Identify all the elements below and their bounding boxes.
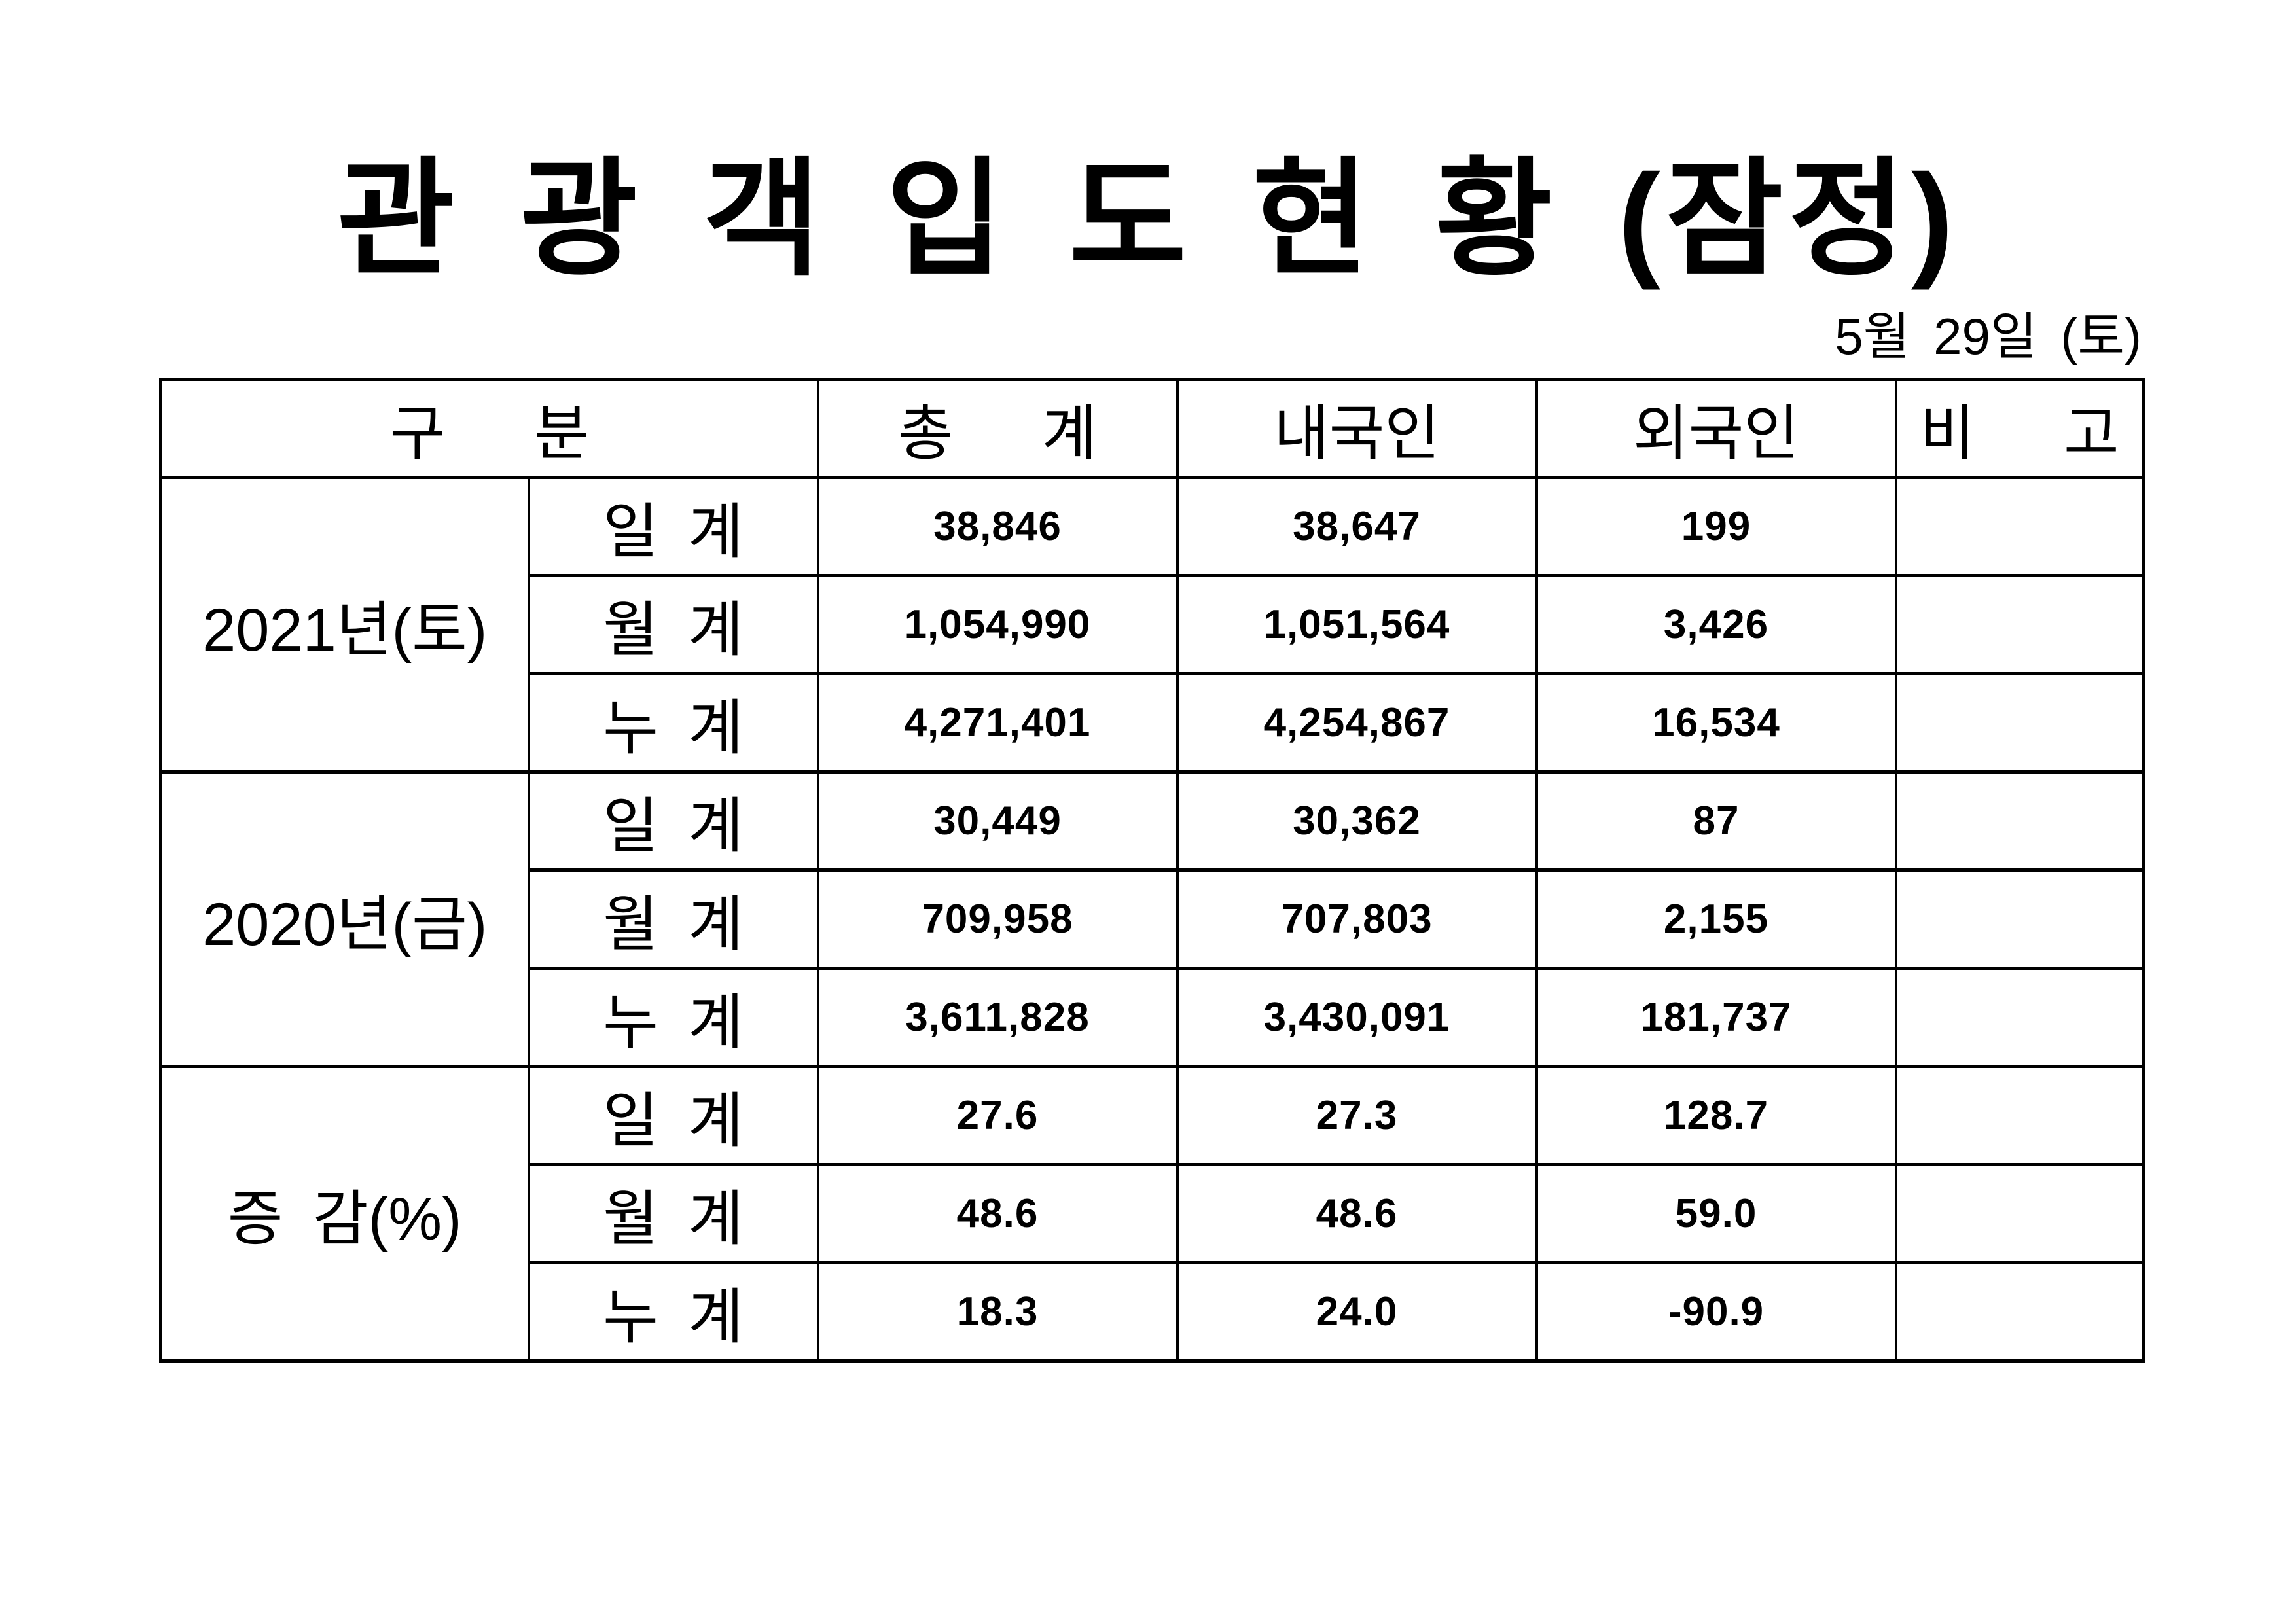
cell-domestic: 1,051,564 [1175, 574, 1538, 675]
table-row: 2020년(금) 일 계 30,449 30,362 87 [159, 770, 2145, 1068]
cell-total: 48.6 [816, 1163, 1179, 1264]
cell-domestic: 48.6 [1175, 1163, 1538, 1264]
cell-note [1894, 1261, 2145, 1363]
table-row: 증 감(%) 일 계 27.6 27.3 128.7 [159, 1065, 2145, 1363]
cell-domestic: 3,430,091 [1175, 967, 1538, 1068]
cell-note [1894, 1065, 2145, 1166]
row-label-daily: 일 계 [527, 476, 819, 577]
header-domestic: 내국인 [1175, 378, 1538, 479]
cell-total: 4,271,401 [816, 672, 1179, 774]
cell-total: 1,054,990 [816, 574, 1179, 675]
cell-total: 18.3 [816, 1261, 1179, 1363]
row-label-daily: 일 계 [527, 770, 819, 872]
cell-domestic: 27.3 [1175, 1065, 1538, 1166]
row-label-monthly: 월 계 [527, 1163, 819, 1264]
table-row: 월 계 1,054,990 1,051,564 3,426 [161, 574, 2145, 675]
table-row: 월 계 48.6 48.6 59.0 [161, 1163, 2145, 1264]
table-row: 누 계 18.3 24.0 -90.9 [161, 1261, 2145, 1363]
cell-note [1894, 672, 2145, 774]
table-header-row: 구 분 총 계 내국인 외국인 비 고 [159, 378, 2145, 479]
table-row: 누 계 4,271,401 4,254,867 16,534 [161, 672, 2145, 774]
cell-total: 27.6 [816, 1065, 1179, 1166]
cell-foreign: 3,426 [1535, 574, 1897, 675]
row-label-cumulative: 누 계 [527, 672, 819, 774]
cell-total: 3,611,828 [816, 967, 1179, 1068]
header-total: 총 계 [816, 378, 1179, 479]
cell-domestic: 4,254,867 [1175, 672, 1538, 774]
header-category: 구 분 [159, 378, 819, 479]
cell-foreign: 87 [1535, 770, 1897, 872]
row-label-cumulative: 누 계 [527, 1261, 819, 1363]
table-row: 누 계 3,611,828 3,430,091 181,737 [161, 967, 2145, 1068]
table-row: 월 계 709,958 707,803 2,155 [161, 868, 2145, 970]
cell-foreign: 2,155 [1535, 868, 1897, 970]
cell-total: 709,958 [816, 868, 1179, 970]
row-label-monthly: 월 계 [527, 868, 819, 970]
page-title: 관 광 객 입 도 현 황 (잠정) [337, 148, 1959, 291]
cell-foreign: 128.7 [1535, 1065, 1897, 1166]
cell-note [1894, 476, 2145, 577]
cell-total: 30,449 [816, 770, 1179, 872]
cell-domestic: 707,803 [1175, 868, 1538, 970]
table-row: 2021년(토) 일 계 38,846 38,647 199 [159, 476, 2145, 774]
report-date: 5월 29일 (토) [1835, 308, 2142, 365]
group-label-2020: 2020년(금) [159, 770, 530, 1068]
cell-foreign: 59.0 [1535, 1163, 1897, 1264]
row-label-monthly: 월 계 [527, 574, 819, 675]
cell-note [1894, 967, 2145, 1068]
cell-note [1894, 574, 2145, 675]
cell-total: 38,846 [816, 476, 1179, 577]
cell-note [1894, 1163, 2145, 1264]
cell-note [1894, 770, 2145, 872]
tourist-arrival-table: 구 분 총 계 내국인 외국인 비 고 2021년(토) 일 계 38,846 … [159, 378, 2145, 1363]
group-label-2021: 2021년(토) [159, 476, 530, 774]
cell-domestic: 24.0 [1175, 1261, 1538, 1363]
cell-foreign: -90.9 [1535, 1261, 1897, 1363]
cell-note [1894, 868, 2145, 970]
cell-domestic: 30,362 [1175, 770, 1538, 872]
group-label-change-pct: 증 감(%) [159, 1065, 530, 1363]
cell-foreign: 199 [1535, 476, 1897, 577]
cell-foreign: 16,534 [1535, 672, 1897, 774]
header-note: 비 고 [1894, 378, 2145, 479]
cell-domestic: 38,647 [1175, 476, 1538, 577]
header-foreign: 외국인 [1535, 378, 1897, 479]
row-label-cumulative: 누 계 [527, 967, 819, 1068]
row-label-daily: 일 계 [527, 1065, 819, 1166]
cell-foreign: 181,737 [1535, 967, 1897, 1068]
